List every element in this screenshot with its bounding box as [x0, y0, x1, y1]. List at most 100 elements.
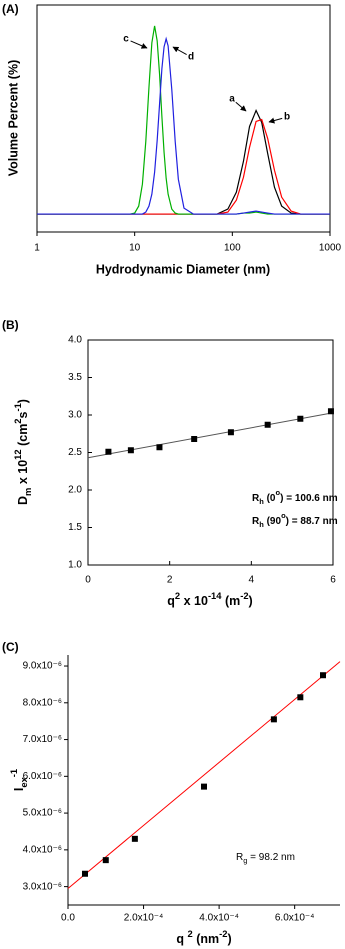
x-axis-title-part: ) [249, 594, 253, 608]
plot-frame [87, 339, 334, 566]
x-tick-label: 2.0x10⁻⁴ [124, 913, 164, 924]
y-axis-title-part: -1 [13, 403, 23, 411]
y-axis-title-part: x 10 [16, 460, 30, 488]
y-axis-title-part: 2 [13, 418, 23, 423]
x-tick-label: 2 [167, 575, 173, 586]
annotation: Rh (0o) = 100.6 nm [252, 488, 338, 506]
x-axis-title: Hydrodynamic Diameter (nm) [96, 262, 270, 276]
y-axis-title-part: D [16, 496, 30, 505]
x-tick-label: 1 [34, 243, 40, 254]
data-line [37, 36, 330, 215]
y-tick-label: 2.5 [68, 447, 82, 458]
data-point [156, 444, 163, 451]
plot-frame [36, 4, 331, 233]
fit-line [87, 412, 334, 459]
y-axis-title-part: I [12, 788, 26, 791]
x-axis-title: q2 x 10-14 (m-2) [167, 591, 252, 608]
x-axis-title-part: (nm [193, 932, 219, 946]
data-point [320, 672, 326, 679]
annotation-part: (90 [264, 516, 282, 527]
annotation-part: o [276, 488, 281, 497]
annotation-part: (0 [264, 493, 276, 504]
data-point [297, 415, 304, 422]
annotation-part: h [259, 520, 264, 529]
panel-label: (C) [2, 640, 19, 654]
x-axis-title-part: x 10 [180, 594, 208, 608]
y-axis-title-part: 12 [13, 449, 23, 459]
annotation: Rh (90o) = 88.7 nm [252, 511, 338, 529]
data-point [82, 870, 88, 877]
data-point [327, 408, 334, 415]
x-axis-title-part: ) [227, 932, 231, 946]
x-axis-title-part: 2 [188, 929, 193, 939]
x-axis-title-part: q [176, 932, 187, 946]
x-tick-label: 4 [249, 575, 255, 586]
panel-label: (A) [2, 2, 19, 16]
data-point [227, 429, 234, 436]
annotation-part: R [236, 852, 243, 863]
series-label: a [229, 94, 235, 105]
y-axis-title-part: ex [19, 776, 29, 787]
annotation-part: h [259, 497, 264, 506]
y-axis-title-part: (cm [16, 424, 30, 450]
label-arrow [130, 40, 148, 49]
annotation-part: R [252, 516, 260, 527]
data-point [105, 448, 112, 455]
x-tick-label: 1000 [319, 243, 342, 254]
y-tick-label: 5.0x10⁻⁶ [23, 808, 62, 819]
y-tick-label: 3.0 [68, 410, 82, 421]
x-axis-title-part: -2 [219, 929, 227, 939]
y-tick-label: 4.0 [68, 335, 82, 346]
panel-label: (B) [2, 318, 19, 332]
data-point [127, 447, 134, 454]
y-tick-label: 3.0x10⁻⁶ [23, 881, 62, 892]
data-point [102, 857, 109, 864]
annotation-part: g [243, 856, 247, 865]
data-line [37, 109, 330, 215]
x-tick-label: 0 [85, 575, 91, 586]
x-tick-label: 0.0 [61, 913, 75, 924]
y-tick-label: 7.0x10⁻⁶ [23, 734, 62, 745]
data-point [297, 694, 304, 701]
fit-line [67, 661, 341, 889]
x-axis-title-part: -14 [208, 591, 222, 601]
annotation-part: ) = 100.6 nm [280, 493, 338, 504]
y-axis-title-part: m [23, 488, 33, 496]
x-axis-title-part: q [167, 594, 175, 608]
y-axis-title: Iex-1 [9, 769, 29, 791]
annotation: Rg = 98.2 nm [236, 852, 295, 866]
y-tick-label: 1.5 [68, 522, 82, 533]
x-axis-title-part: (m [221, 594, 240, 608]
y-tick-label: 8.0x10⁻⁶ [23, 697, 62, 708]
y-axis-title: Volume Percent (%) [6, 60, 20, 176]
x-axis-title-part: -2 [240, 591, 248, 601]
x-tick-label: 100 [224, 243, 241, 254]
y-tick-label: 3.5 [68, 372, 82, 383]
label-arrow [235, 101, 247, 112]
y-axis-title: Dm x 1012 (cm2s-1) [13, 399, 33, 505]
y-tick-label: 4.0x10⁻⁶ [23, 844, 62, 855]
data-point [270, 716, 277, 723]
y-tick-label: 9.0x10⁻⁶ [23, 661, 62, 672]
annotation-part: = 98.2 nm [247, 852, 295, 863]
data-point [201, 783, 207, 790]
y-tick-label: 1.0 [68, 560, 82, 571]
x-tick-label: 6 [330, 575, 336, 586]
data-point [191, 436, 198, 442]
data-point [264, 421, 271, 428]
series-label: c [123, 34, 129, 45]
series-label: b [284, 112, 290, 123]
y-axis-title-part: -1 [9, 769, 19, 777]
annotation-part: ) = 88.7 nm [286, 516, 338, 527]
series-label: d [188, 52, 194, 63]
x-tick-label: 6.0x10⁻⁴ [275, 913, 315, 924]
data-line [37, 25, 330, 215]
annotation-part: o [281, 511, 286, 520]
x-axis-title-part: 2 [175, 591, 180, 601]
label-arrow [172, 46, 187, 56]
y-axis-title-part: s [16, 411, 30, 418]
x-tick-label: 4.0x10⁻⁴ [199, 913, 239, 924]
data-point [131, 835, 138, 842]
y-tick-label: 2.0 [68, 485, 82, 496]
